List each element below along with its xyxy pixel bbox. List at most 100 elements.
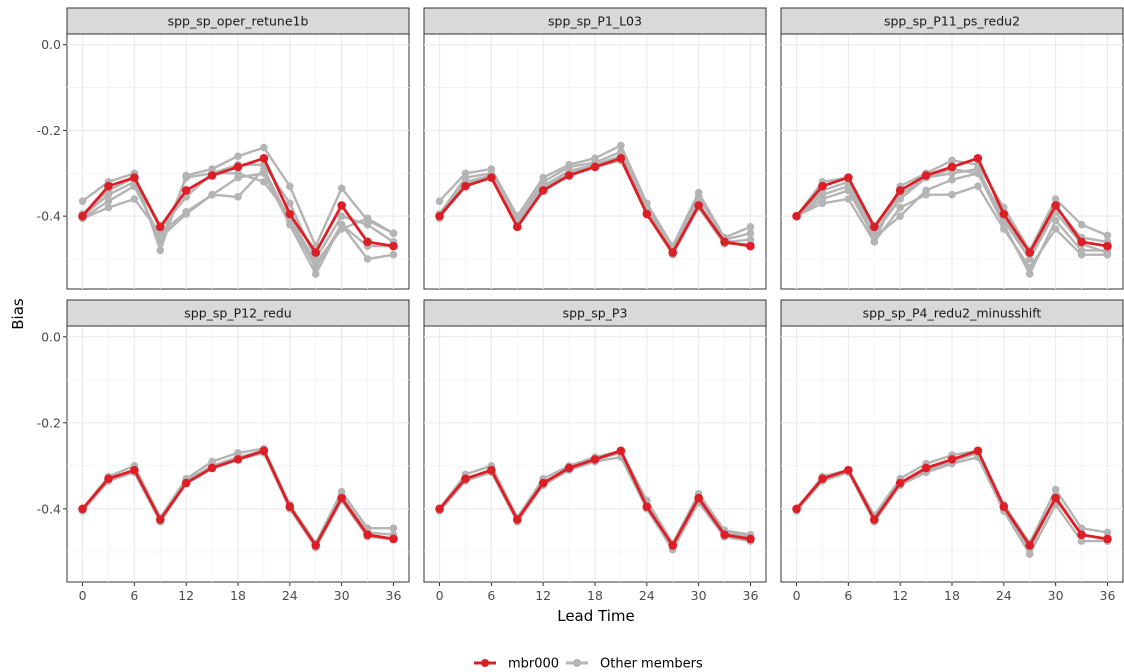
- x-tick-label: 30: [334, 588, 350, 603]
- data-point-mbr000: [590, 455, 600, 464]
- data-point-other-member: [208, 190, 216, 199]
- facet-panel: spp_sp_oper_retune1b: [66, 7, 410, 290]
- data-point-other-member: [260, 178, 268, 186]
- x-tick-label: 36: [1100, 588, 1116, 603]
- data-point-other-member: [870, 233, 879, 242]
- data-point-mbr000: [207, 171, 217, 180]
- data-point-other-member: [260, 143, 268, 152]
- data-point-mbr000: [792, 504, 801, 514]
- data-point-mbr000: [207, 463, 217, 473]
- data-point-mbr000: [181, 478, 191, 488]
- data-point-mbr000: [259, 153, 269, 163]
- facet-strip: [66, 299, 410, 327]
- data-point-mbr000: [895, 186, 905, 195]
- data-point-mbr000: [363, 530, 372, 539]
- x-tick-label: 0: [793, 588, 801, 603]
- y-tick-label: -0.4: [37, 501, 61, 516]
- data-point-mbr000: [538, 186, 548, 195]
- series-mbr000: [435, 153, 755, 257]
- facet-title: spp_sp_P12_redu: [184, 306, 291, 321]
- legend-key-mbr000-point: [481, 659, 489, 667]
- data-point-mbr000: [487, 465, 496, 475]
- data-point-other-member: [746, 229, 755, 238]
- facet-strip: [423, 299, 767, 327]
- data-point-other-member: [1077, 537, 1086, 545]
- x-tick-label: 30: [691, 588, 707, 603]
- data-point-mbr000: [1051, 201, 1060, 210]
- data-point-other-member: [234, 169, 242, 178]
- data-point-other-member: [389, 250, 398, 259]
- x-tick-label: 36: [386, 588, 402, 603]
- data-point-mbr000: [1077, 530, 1086, 539]
- data-point-other-member: [337, 184, 346, 193]
- data-point-mbr000: [181, 186, 191, 195]
- data-point-other-member: [948, 156, 956, 165]
- data-point-mbr000: [285, 209, 295, 219]
- data-point-mbr000: [616, 153, 626, 163]
- data-point-other-member: [182, 210, 190, 218]
- data-point-other-member: [896, 203, 904, 212]
- series-mbr000: [78, 153, 398, 257]
- data-point-mbr000: [285, 502, 295, 512]
- x-tick-label: 18: [587, 588, 603, 603]
- data-point-mbr000: [947, 162, 957, 172]
- data-point-mbr000: [259, 446, 269, 456]
- data-point-other-member: [311, 270, 320, 278]
- data-point-other-member: [948, 169, 956, 178]
- data-point-mbr000: [792, 211, 801, 221]
- data-point-mbr000: [818, 181, 827, 191]
- data-point-mbr000: [104, 181, 113, 191]
- series-other-member: [435, 141, 755, 250]
- data-point-mbr000: [337, 493, 346, 503]
- data-point-mbr000: [130, 173, 139, 182]
- data-point-other-member: [1025, 550, 1034, 558]
- data-point-mbr000: [487, 173, 496, 182]
- x-tick-label: 18: [944, 588, 960, 603]
- data-point-mbr000: [746, 534, 755, 544]
- data-point-mbr000: [973, 446, 983, 456]
- data-point-mbr000: [435, 211, 444, 221]
- data-point-mbr000: [921, 171, 931, 180]
- x-tick-label: 6: [844, 588, 852, 603]
- data-point-mbr000: [564, 463, 574, 473]
- data-point-other-member: [694, 193, 703, 201]
- x-axis-tick-labels: 0 6 12 18 24 30 36 0 6 12 18 24 30 36 0 6 12 18 24 30 36: [79, 582, 1116, 603]
- data-point-mbr000: [337, 201, 346, 210]
- data-point-other-member: [948, 175, 956, 184]
- facet-strip: [780, 299, 1124, 327]
- facet-panels: spp_sp_oper_retune1b spp_sp_P1_L03 spp_sp_…: [66, 7, 1124, 583]
- data-point-mbr000: [363, 237, 372, 247]
- series-other-member: [78, 169, 398, 278]
- series-mbr000: [792, 153, 1112, 257]
- data-point-mbr000: [668, 541, 678, 550]
- data-point-mbr000: [921, 463, 931, 473]
- data-point-mbr000: [844, 465, 853, 475]
- data-point-other-member: [260, 169, 268, 178]
- data-point-mbr000: [435, 504, 444, 514]
- data-point-mbr000: [1077, 237, 1086, 247]
- data-point-mbr000: [389, 241, 398, 251]
- data-point-other-member: [234, 152, 242, 160]
- data-point-other-member: [156, 233, 165, 242]
- data-point-mbr000: [694, 201, 703, 210]
- data-point-mbr000: [311, 248, 321, 257]
- facet-strip: [423, 7, 767, 35]
- y-tick-label: -0.2: [37, 415, 61, 430]
- legend-key-other-point: [573, 659, 581, 667]
- x-tick-label: 36: [743, 588, 759, 603]
- data-point-mbr000: [1103, 534, 1112, 544]
- data-point-mbr000: [616, 446, 626, 456]
- data-point-other-member: [363, 220, 372, 229]
- data-point-mbr000: [999, 209, 1009, 219]
- data-point-mbr000: [642, 502, 652, 512]
- data-point-mbr000: [104, 474, 113, 484]
- data-point-other-member: [1025, 255, 1034, 263]
- data-point-mbr000: [389, 534, 398, 544]
- data-point-mbr000: [1051, 493, 1060, 503]
- facet-title: spp_sp_P3: [563, 306, 628, 321]
- x-axis-title: Lead Time: [557, 607, 635, 625]
- data-point-other-member: [974, 165, 982, 173]
- facet-panel: spp_sp_P4_redu2_minusshift: [780, 299, 1124, 583]
- data-point-mbr000: [461, 181, 470, 191]
